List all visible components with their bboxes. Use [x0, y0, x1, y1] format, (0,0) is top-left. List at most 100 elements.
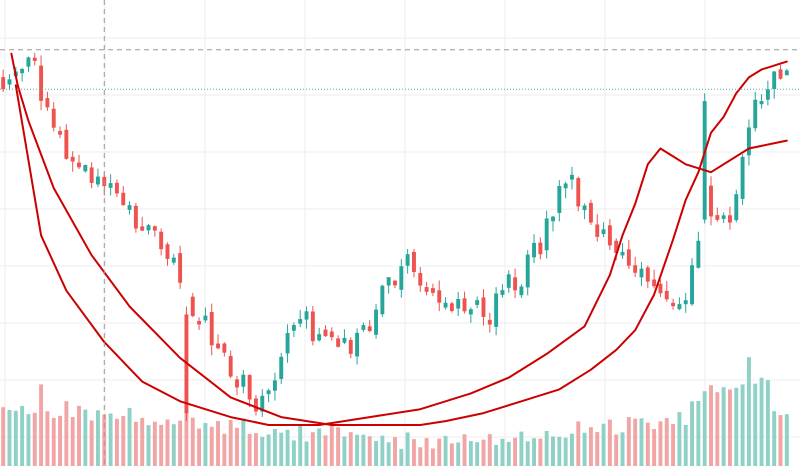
- volume-bar: [671, 423, 676, 466]
- volume-bar: [7, 410, 12, 466]
- volume-bar: [216, 420, 220, 466]
- volume-bar: [430, 448, 435, 466]
- volume-bar: [298, 424, 303, 466]
- volume-bar: [272, 428, 277, 466]
- volume-bar: [178, 420, 183, 466]
- volume-bar: [64, 401, 69, 466]
- volume-bar: [140, 417, 145, 466]
- candle-body: [563, 183, 568, 189]
- volume-bar: [190, 417, 195, 466]
- candle-body: [626, 249, 631, 266]
- volume-bar: [285, 429, 290, 466]
- volume-bar: [633, 418, 638, 466]
- candle-body: [639, 268, 644, 278]
- volume-bar: [595, 432, 600, 466]
- cup-curve: [14, 84, 788, 426]
- volume-bar: [626, 417, 631, 466]
- candle-body: [7, 79, 12, 85]
- volume-bar: [20, 405, 25, 466]
- volume-bar: [690, 401, 694, 466]
- volume-bar: [317, 428, 322, 466]
- candle-body: [620, 251, 625, 256]
- volume-bar: [121, 415, 126, 466]
- candle-body: [538, 242, 543, 255]
- volume-bar: [235, 427, 239, 466]
- volume-bar: [746, 357, 751, 466]
- volume-bar: [728, 389, 732, 466]
- volume-bar: [58, 415, 62, 466]
- volume-bar: [772, 411, 777, 466]
- candle-body: [449, 303, 454, 312]
- volume-bar: [374, 440, 378, 466]
- candle-body: [216, 343, 220, 349]
- volume-bar: [209, 426, 214, 466]
- volume-bar: [329, 425, 334, 466]
- candle-body: [614, 240, 619, 253]
- volume-bar: [696, 401, 701, 466]
- candle-body: [228, 355, 233, 377]
- volume-bar: [380, 435, 385, 466]
- candle-body: [557, 185, 562, 213]
- candle-body: [430, 288, 435, 293]
- candle-body: [51, 108, 56, 128]
- candle-body: [77, 162, 81, 168]
- candle-body: [39, 65, 44, 101]
- candle-body: [291, 325, 296, 331]
- pattern-curves: [10, 52, 788, 426]
- volume-bar: [159, 424, 164, 466]
- volume-bar: [481, 439, 486, 466]
- volume-bar: [89, 420, 94, 466]
- candle-body: [576, 178, 581, 207]
- candle-body: [443, 302, 448, 308]
- candle-body: [380, 285, 385, 315]
- candle-body: [784, 70, 789, 76]
- volume-bar: [639, 418, 644, 466]
- candle-body: [133, 205, 138, 229]
- candle-body: [500, 290, 505, 295]
- candle-body: [367, 326, 372, 332]
- volume-bar: [784, 414, 789, 466]
- volume-bar: [658, 421, 663, 466]
- candles: [1, 52, 789, 422]
- volume-bar: [576, 421, 581, 466]
- candle-body: [165, 244, 170, 259]
- volume-bar: [582, 432, 587, 466]
- candle-body: [361, 325, 366, 330]
- volume-bar: [70, 417, 75, 466]
- candle-body: [487, 319, 492, 325]
- volume-bar: [570, 433, 574, 466]
- volume-bar: [443, 435, 448, 466]
- candle-body: [728, 215, 732, 223]
- volume-bar: [506, 441, 511, 466]
- volume-bar: [487, 434, 492, 466]
- candle-body: [759, 101, 764, 105]
- candle-body: [254, 398, 258, 412]
- candle-body: [595, 224, 600, 237]
- volume-bar: [740, 384, 745, 466]
- volume-bar: [449, 443, 454, 466]
- candle-body: [481, 297, 486, 317]
- volume-bar: [551, 436, 555, 466]
- candle-body: [178, 253, 183, 283]
- candle-body: [475, 300, 480, 305]
- volume-bar: [361, 434, 366, 466]
- candle-body: [690, 265, 694, 305]
- volume-bar: [519, 431, 524, 466]
- volume-bar: [614, 434, 619, 466]
- volume-bar: [266, 434, 271, 466]
- volume-bar: [456, 442, 461, 466]
- candle-body: [304, 311, 309, 320]
- candle-body: [494, 293, 499, 327]
- candle-body: [70, 156, 75, 162]
- candle-body: [437, 290, 442, 303]
- volume-bar: [475, 442, 480, 466]
- volume-bar: [146, 425, 151, 466]
- volume-bar: [645, 422, 650, 466]
- volume-bar: [348, 432, 353, 466]
- volume-bar: [367, 436, 372, 466]
- candle-body: [677, 304, 682, 310]
- volume-bar: [468, 440, 473, 466]
- candle-body: [121, 192, 126, 206]
- volume-bar: [620, 432, 625, 466]
